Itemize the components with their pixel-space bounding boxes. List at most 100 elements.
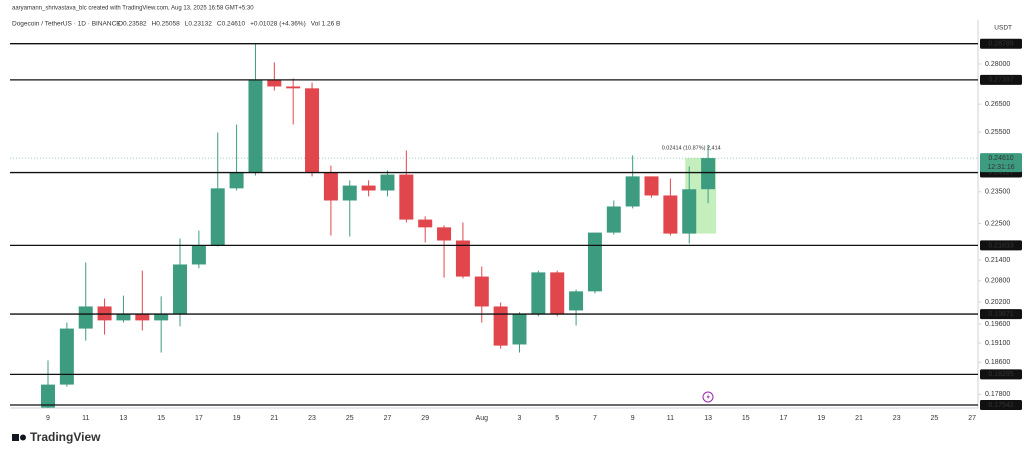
symbol: Dogecoin / TetherUS · 1D · BINANCE	[12, 21, 121, 28]
candle-body	[550, 272, 565, 315]
event-icon-bolt	[706, 393, 710, 401]
y-tick-label: 0.20800	[985, 278, 1010, 285]
candle-body	[606, 206, 621, 233]
candle-body	[191, 245, 206, 265]
x-tick-label: 9	[631, 415, 635, 422]
candle-body	[286, 86, 301, 89]
candle-body	[474, 276, 489, 307]
x-tick-label: 17	[195, 415, 203, 422]
x-tick-label: 25	[346, 415, 354, 422]
x-tick-label: 19	[233, 415, 241, 422]
candle-body	[531, 272, 546, 315]
x-tick-label: 25	[931, 415, 939, 422]
candle-body	[644, 176, 659, 196]
candle-body	[135, 314, 150, 321]
x-tick-label: 17	[780, 415, 788, 422]
logo-mark	[20, 434, 26, 441]
x-tick-label: 21	[270, 415, 278, 422]
candle-body	[59, 328, 74, 385]
candle-body	[587, 232, 602, 292]
x-tick-label: 13	[704, 415, 712, 422]
ohlc-legend: C0.24610	[217, 21, 246, 28]
x-tick-label: 11	[82, 415, 89, 422]
candle-body	[399, 174, 414, 220]
candle-body	[78, 306, 93, 329]
y-tick-label: 0.20200	[985, 299, 1010, 306]
x-tick-label: 11	[667, 415, 674, 422]
candle-body	[154, 314, 169, 321]
candle-body	[493, 306, 508, 346]
level-label: 0.19871	[988, 311, 1013, 318]
x-tick-label: 29	[421, 415, 429, 422]
candle-body	[267, 79, 282, 87]
level-label: 0.17542	[988, 402, 1013, 409]
candle-body	[380, 174, 395, 191]
candle-body	[210, 188, 225, 246]
x-tick-label: 23	[893, 415, 901, 422]
logo-mark	[12, 434, 19, 441]
candle-body	[305, 88, 320, 173]
y-tick-label: 0.22500	[985, 220, 1010, 227]
candle-body	[625, 176, 640, 207]
candle-body	[512, 314, 527, 345]
candle-body	[248, 79, 263, 173]
level-label: 0.28789	[988, 41, 1013, 48]
level-label-box	[980, 369, 1022, 380]
currency: USDT	[994, 25, 1012, 32]
x-tick-label: 23	[308, 415, 316, 422]
credit: aaryamann_shrivastava_blc created with T…	[12, 6, 254, 12]
plot-area	[10, 43, 978, 408]
y-tick-label: 0.23500	[985, 189, 1010, 196]
y-tick-label: 0.25500	[985, 129, 1010, 136]
candle-body	[437, 227, 452, 241]
y-tick-label: 0.21400	[985, 257, 1010, 264]
candle-body	[41, 384, 55, 408]
x-tick-label: 15	[742, 415, 750, 422]
level-label-box	[980, 240, 1022, 251]
ohlc-legend: H0.25058	[152, 21, 181, 28]
candle-body	[701, 158, 716, 190]
candle-body	[342, 185, 357, 201]
candle-body	[97, 306, 112, 321]
ohlc-legend: +0.01028 (+4.36%)	[250, 21, 306, 28]
candle-body	[361, 185, 376, 191]
candle-body	[229, 172, 244, 189]
current-price-label: 0.24610	[988, 155, 1013, 162]
x-tick-label: 5	[555, 415, 559, 422]
ohlc-legend: Vol 1.26 B	[311, 21, 341, 28]
x-tick-label: 21	[855, 415, 863, 422]
candle-body	[418, 219, 433, 228]
x-tick-label: Aug	[476, 415, 489, 422]
candle-body	[682, 189, 697, 234]
candle-body	[663, 195, 678, 234]
candle-body	[173, 264, 188, 315]
y-tick-label: 0.19600	[985, 321, 1010, 328]
level-label-box	[980, 309, 1022, 320]
x-tick-label: 3	[518, 415, 522, 422]
candle-body	[116, 314, 131, 321]
level-label: 0.18295	[988, 371, 1013, 378]
candle-body	[323, 172, 338, 201]
x-tick-label: 27	[968, 415, 976, 422]
measure-label: 0.02414 (10.87%) 2,414	[662, 146, 721, 152]
x-tick-label: 13	[120, 415, 128, 422]
level-label: 0.21833	[988, 242, 1013, 249]
y-tick-label: 0.28000	[985, 61, 1010, 68]
watermark-logo	[12, 434, 26, 441]
level-label-box	[980, 38, 1022, 49]
y-tick-label: 0.19100	[985, 340, 1010, 347]
ohlc-legend: O0.23582	[118, 21, 147, 28]
y-tick-label: 0.17800	[985, 391, 1010, 398]
x-tick-label: 19	[817, 415, 825, 422]
level-label: 0.24127	[988, 169, 1013, 176]
ohlc-legend: L0.23132	[185, 21, 212, 28]
level-label: 0.27397	[988, 77, 1013, 84]
level-label-box	[980, 400, 1022, 411]
x-tick-label: 15	[157, 415, 165, 422]
x-tick-label: 27	[384, 415, 392, 422]
x-tick-label: 7	[593, 415, 597, 422]
current-price-box	[980, 153, 1022, 173]
candle-body	[569, 291, 584, 311]
